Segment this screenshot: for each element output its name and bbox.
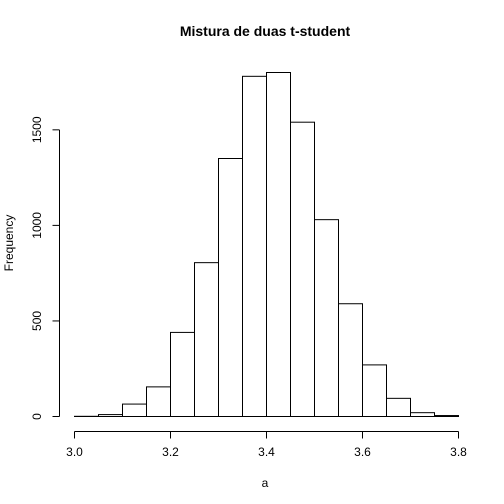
histogram-bar-14: [410, 412, 435, 417]
histogram-bar-3: [146, 386, 171, 418]
x-axis-label: a: [262, 476, 269, 490]
histogram-bar-15: [434, 415, 459, 418]
x-tick-label: 3.8: [450, 445, 467, 459]
x-tick-label: 3.2: [162, 445, 179, 459]
histogram-bar-8: [266, 72, 291, 417]
histogram-bar-1: [98, 414, 123, 417]
x-tick-label: 3.4: [258, 445, 275, 459]
histogram-bar-11: [338, 303, 363, 417]
histogram-bar-13: [386, 397, 411, 417]
histogram-bar-2: [122, 403, 147, 417]
histogram-bar-10: [314, 219, 339, 417]
x-tick-label: 3.0: [66, 445, 83, 459]
histogram-bar-6: [218, 158, 243, 417]
histogram-bar-4: [170, 331, 195, 417]
y-axis: 0 500 1000 1500: [30, 116, 60, 420]
histogram-bar-7: [242, 75, 267, 417]
histogram-bar-12: [362, 364, 387, 417]
y-tick-label: 1000: [30, 212, 44, 239]
y-tick-label: 1500: [30, 116, 44, 143]
y-tick-label: 500: [30, 311, 44, 331]
x-axis: 3.0 3.2 3.4 3.6 3.8: [66, 431, 467, 459]
x-tick-label: 3.6: [354, 445, 371, 459]
bars-group: [74, 72, 459, 418]
histogram-bar-5: [194, 262, 219, 417]
chart-title: Mistura de duas t-student: [180, 23, 351, 39]
y-axis-label: Frequency: [2, 215, 16, 272]
y-tick-label: 0: [30, 413, 44, 420]
histogram-bar-9: [290, 121, 315, 417]
